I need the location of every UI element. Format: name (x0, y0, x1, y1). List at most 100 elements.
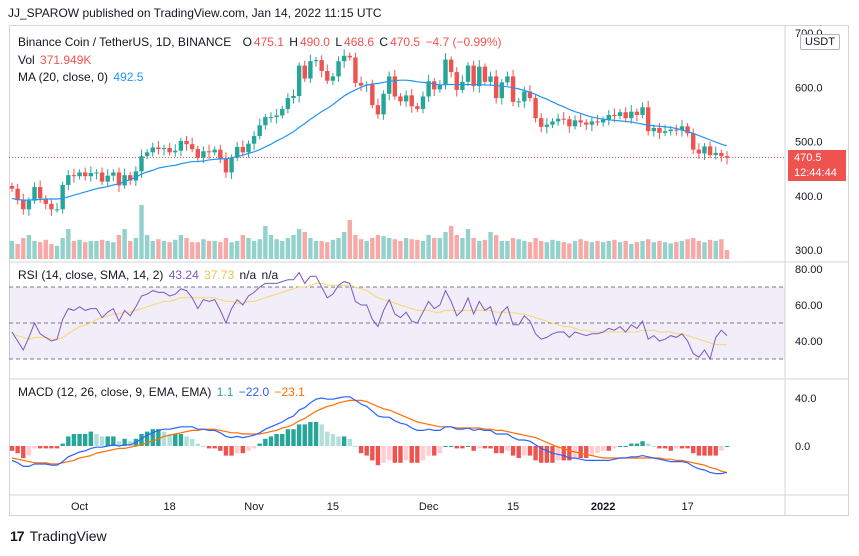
candle-body (544, 124, 550, 127)
candle-body (218, 149, 223, 159)
candle-body (263, 117, 268, 126)
volume-bar (572, 241, 578, 259)
rsi-na-1: n/a (239, 268, 257, 282)
candle-body (54, 209, 60, 211)
publish-header: JJ_SPAROW published on TradingView.com, … (8, 6, 382, 20)
macd-label[interactable]: MACD (12, 26, close, 9, EMA, EMA) (18, 385, 212, 399)
ma-label[interactable]: MA (20, close, 0) (18, 70, 109, 84)
volume-bar (612, 239, 617, 259)
volume-bar (662, 242, 668, 259)
volume-bar (584, 241, 589, 259)
chart-frame[interactable] (9, 25, 849, 516)
volume-bar (111, 242, 116, 259)
volume-bar (364, 241, 369, 259)
signal-line (11, 399, 728, 473)
candle-body (426, 81, 431, 97)
volume-bar (555, 241, 561, 259)
volume-bar (139, 205, 144, 259)
volume-bar (657, 241, 662, 259)
macd-histogram-bar (544, 446, 550, 463)
volume-bar (285, 238, 291, 259)
volume-bar (99, 239, 105, 259)
candle-body (139, 156, 144, 172)
candle-body (150, 147, 155, 153)
candle-body (122, 175, 127, 186)
currency-button[interactable]: USDT (800, 34, 840, 50)
volume-bar (341, 232, 347, 259)
volume-bar (685, 239, 690, 259)
open-label: O (242, 35, 252, 49)
macd-histogram-bar (184, 436, 189, 446)
volume-bar (54, 245, 60, 259)
candle-body (471, 65, 476, 87)
candle-body (257, 125, 262, 137)
candle-body (465, 65, 471, 82)
volume-bar (144, 235, 150, 259)
volume-bar (32, 241, 37, 259)
macd-histogram-bar (623, 446, 628, 447)
volume-bar (403, 238, 409, 259)
volume-bar (161, 241, 167, 259)
macd-histogram-bar (448, 446, 454, 447)
candle-body (246, 143, 251, 153)
macd-histogram-bar (49, 446, 54, 449)
volume-bar (595, 241, 600, 259)
macd-histogram-bar (465, 446, 471, 447)
time-tick: Nov (244, 501, 264, 513)
volume-bar (724, 250, 730, 259)
candle-body (561, 118, 566, 120)
candle-body (234, 146, 240, 158)
candle-body (251, 136, 257, 144)
macd-histogram-bar (285, 429, 291, 446)
macd-histogram-bar (111, 436, 116, 446)
close-value: 470.5 (390, 35, 421, 49)
candle-body (612, 114, 617, 117)
macd-legend: MACD (12, 26, close, 9, EMA, EMA) 1.1 −2… (18, 385, 307, 399)
macd-histogram-bar (94, 434, 99, 446)
ma-legend: MA (20, close, 0) 492.5 (18, 70, 145, 84)
macd-histogram-bar (600, 446, 606, 451)
candle-body (398, 96, 403, 102)
rsi-sma-value: 37.73 (204, 268, 235, 282)
signal-value: −23.1 (274, 385, 305, 399)
price-tick: 400.0 (795, 191, 823, 203)
macd-histogram-bar (77, 434, 82, 446)
macd-histogram-bar (415, 446, 420, 463)
macd-histogram-bar (308, 422, 313, 446)
rsi-na-2: n/a (261, 268, 279, 282)
macd-histogram-bar (206, 446, 212, 449)
time-tick: 2022 (591, 501, 615, 513)
volume-bar (353, 235, 358, 259)
macd-histogram-bar (707, 446, 713, 456)
volume-label[interactable]: Vol (18, 53, 35, 67)
rsi-label[interactable]: RSI (14, close, SMA, 14, 2) (18, 268, 164, 282)
volume-bar (640, 241, 645, 259)
macd-histogram-bar (437, 446, 443, 454)
macd-histogram-bar (634, 443, 640, 446)
footer[interactable]: 17 TradingView (10, 528, 107, 544)
symbol-label[interactable]: Binance Coin / TetherUS, 1D, BINANCE (18, 35, 232, 49)
candle-body (296, 65, 302, 96)
candle-body (454, 72, 459, 90)
volume-bar (122, 229, 127, 259)
macd-histogram-bar (578, 446, 583, 458)
volume-bar (173, 239, 178, 259)
volume-bar (645, 239, 651, 259)
candle-body (240, 146, 246, 153)
candle-body (533, 98, 538, 119)
volume-bar (505, 241, 510, 259)
volume-bar (544, 242, 550, 259)
macd-histogram-bar (510, 446, 516, 456)
macd-histogram-bar (37, 446, 43, 449)
candle-body (358, 82, 364, 86)
volume-bar (347, 220, 352, 259)
volume-bar (280, 241, 285, 259)
volume-bar (268, 235, 274, 259)
volume-bar (66, 229, 71, 259)
candle-body (381, 93, 386, 115)
candle-body (66, 175, 71, 185)
candle-body (387, 76, 392, 94)
macd-histogram-bar (105, 436, 110, 446)
macd-histogram-bar (82, 434, 88, 446)
